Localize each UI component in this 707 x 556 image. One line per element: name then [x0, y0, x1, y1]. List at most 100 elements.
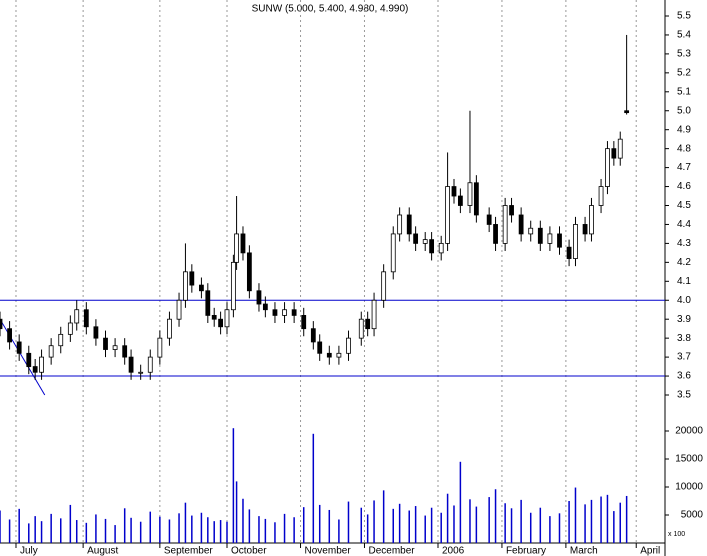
candle-body — [346, 337, 351, 354]
y2-tick-label: 20000 — [675, 426, 703, 437]
candle-body — [291, 309, 297, 316]
candle-body — [272, 309, 278, 316]
volume-bar — [373, 500, 375, 543]
candle-body — [371, 299, 377, 330]
x-tick-label: March — [570, 546, 598, 556]
x-tick-label: April — [640, 546, 660, 556]
volume-bar — [600, 496, 602, 543]
volume-bar — [139, 521, 142, 543]
candle-body — [74, 309, 80, 324]
candle-body — [67, 322, 73, 335]
volume-bar — [130, 517, 132, 543]
volume-bar — [619, 502, 621, 543]
candle-body — [528, 227, 534, 235]
volume-bar — [606, 494, 609, 543]
volume-bar — [510, 508, 513, 543]
candle-body — [598, 186, 604, 206]
candle-body — [438, 242, 444, 254]
volume-bar — [293, 517, 295, 543]
candle-body — [573, 224, 578, 259]
candle-body — [189, 271, 195, 286]
candle-body — [157, 337, 163, 358]
y-tick-label: 4.1 — [677, 276, 691, 287]
candle-body — [218, 318, 224, 328]
volume-bar — [8, 519, 11, 543]
candle-body — [624, 110, 630, 114]
y-tick-label: 5.0 — [677, 105, 691, 116]
x-tick-label: October — [231, 546, 267, 556]
volume-bar — [584, 504, 586, 543]
candle-body — [537, 227, 543, 244]
volume-bar — [207, 517, 209, 543]
candle-body — [16, 341, 22, 354]
candle-body — [240, 233, 246, 254]
volume-bar — [28, 523, 30, 543]
volume-bar — [408, 510, 410, 543]
volume-bar — [558, 513, 561, 543]
y-tick-label: 4.7 — [677, 162, 691, 173]
volume-bar — [539, 507, 542, 543]
volume-bar — [475, 506, 478, 543]
candle-body — [246, 252, 252, 292]
candle-body — [205, 290, 211, 316]
volume-bar — [168, 519, 171, 543]
volume-bar — [446, 493, 449, 543]
candle-body — [7, 328, 12, 343]
candle-body — [93, 326, 99, 339]
x-tick-label: November — [305, 546, 352, 556]
candle-body — [282, 309, 287, 316]
volume-bar — [69, 504, 72, 543]
volume-bar — [75, 520, 78, 543]
volume-bar — [191, 515, 193, 543]
candle-body — [317, 341, 323, 354]
candle-body — [467, 182, 473, 206]
volume-bar — [149, 511, 152, 543]
candle-body — [451, 186, 457, 197]
y-tick-label: 4.6 — [677, 181, 691, 192]
candle-body — [199, 284, 204, 292]
volume-bar — [34, 516, 36, 543]
volume-bar — [529, 512, 532, 543]
candle-body — [605, 148, 610, 187]
candle-body — [0, 318, 3, 330]
y-tick-label: 3.9 — [677, 314, 691, 325]
volume-bar — [85, 522, 88, 543]
candle-body — [128, 356, 134, 373]
candle-body — [262, 303, 268, 311]
volume-bar — [347, 501, 350, 543]
y-tick-label: 4.9 — [677, 124, 691, 135]
y-tick-label: 4.5 — [677, 200, 691, 211]
y-tick-label: 3.7 — [677, 352, 691, 363]
candle-body — [582, 224, 588, 235]
candle-body — [429, 239, 435, 254]
candle-body — [310, 328, 316, 343]
volume-bar — [568, 501, 570, 543]
volume-bar — [104, 518, 107, 543]
volume-bar — [312, 433, 315, 543]
candle-body — [26, 352, 32, 367]
candle-body — [365, 318, 371, 330]
volume-bar — [590, 499, 593, 543]
volume-bar — [469, 499, 471, 543]
volume-bar — [398, 503, 401, 543]
volume-bar — [219, 520, 222, 543]
volume-bar — [625, 495, 628, 543]
volume-bar — [213, 521, 215, 543]
y2-tick-label: 10000 — [675, 482, 703, 493]
volume-bar — [242, 498, 244, 543]
volume-bar — [494, 489, 497, 543]
candle-body — [39, 356, 44, 373]
volume-bar — [366, 514, 369, 543]
candle-body — [122, 345, 128, 358]
y-tick-label: 4.4 — [677, 219, 691, 230]
candle-body — [397, 214, 403, 235]
candle-body — [326, 352, 332, 358]
volume-bar — [258, 516, 260, 543]
y-tick-label: 4.8 — [677, 143, 691, 154]
volume-bar — [318, 504, 321, 543]
x-tick-label: February — [506, 546, 546, 556]
volume-bar — [184, 502, 187, 543]
volume-bar — [574, 487, 577, 543]
x-tick-label: September — [164, 546, 214, 556]
